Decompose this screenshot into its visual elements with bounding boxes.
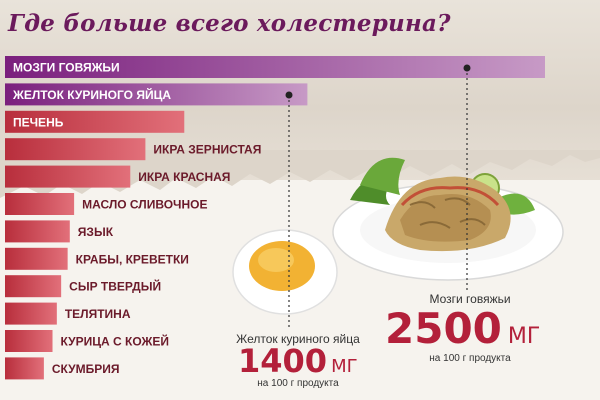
bar-group: Курица с кожей	[5, 330, 169, 352]
plate-with-brains	[332, 157, 564, 281]
bar-group: Мозги говяжьи	[5, 56, 545, 78]
bar-label: Желток куриного яйца	[12, 87, 171, 102]
bar	[5, 110, 185, 133]
bar	[5, 302, 57, 325]
bar	[5, 357, 44, 380]
bar-label: Скумбрия	[52, 362, 120, 376]
yolk-value: 1400 МГ	[238, 342, 358, 380]
callout-connectors	[285, 64, 471, 330]
bar-label: Язык	[78, 225, 114, 239]
brain-subcaption: на 100 г продукта	[429, 353, 511, 364]
torn-paper-edge	[0, 150, 600, 198]
yolk-value-number: 1400	[238, 342, 328, 380]
bar-group: Масло сливочное	[5, 193, 207, 215]
brain-caption: Мозги говяжьи	[429, 292, 511, 306]
bar-label: Мозги говяжьи	[13, 61, 120, 75]
bar-group: Икра зернистая	[5, 138, 261, 161]
brain-value-number: 2500	[385, 304, 502, 353]
bar-group: Крабы, креветки	[5, 247, 189, 270]
bar	[5, 220, 70, 243]
yolk-caption: Желток куриного яйца	[236, 332, 360, 346]
bar	[5, 275, 62, 298]
brain-value-unit: МГ	[507, 324, 541, 349]
yolk-subcaption: на 100 г продукта	[257, 378, 339, 389]
bar	[5, 56, 545, 78]
bar	[5, 138, 146, 161]
boiled-egg-icon	[232, 229, 338, 315]
bar-group: Язык	[5, 220, 114, 243]
bar	[5, 247, 68, 270]
yolk-value-unit: МГ	[331, 356, 358, 377]
bar-label: Телятина	[65, 307, 131, 321]
brain-value: 2500 МГ	[385, 304, 540, 353]
chart-title: Где больше всего холестерина?	[8, 10, 451, 37]
bar-group: Сыр твердый	[5, 275, 161, 298]
bar	[5, 83, 308, 106]
bar-label: Масло сливочное	[82, 198, 207, 212]
bar-group: Икра красная	[5, 165, 230, 188]
bar-group: Печень	[5, 110, 185, 133]
bar-label: Икра красная	[138, 170, 230, 184]
bar-label: Крабы, креветки	[76, 252, 189, 266]
bar-label: Печень	[13, 115, 64, 129]
bar-label: Сыр твердый	[69, 279, 161, 294]
bar-group: Желток куриного яйца	[5, 83, 308, 106]
bar-label: Курица с кожей	[61, 334, 169, 349]
bar	[5, 193, 75, 215]
bar-label: Икра зернистая	[153, 143, 261, 157]
bar	[5, 330, 53, 352]
bar-group: Телятина	[5, 302, 131, 325]
bar	[5, 165, 131, 188]
bar-group: Скумбрия	[5, 357, 120, 380]
